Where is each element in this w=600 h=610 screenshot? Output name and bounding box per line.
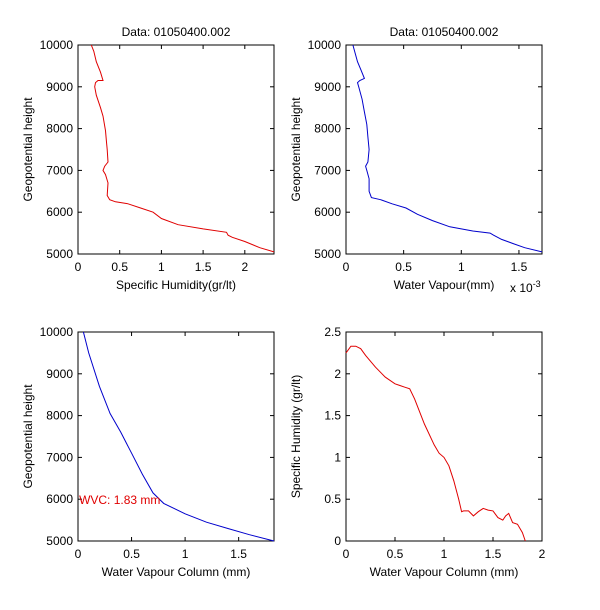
x-exponent-label: x 10-3 — [510, 279, 541, 295]
x-tick-label: 1 — [182, 547, 189, 561]
x-tick-label: 1 — [441, 547, 448, 561]
y-axis-label: Geopotential height — [21, 384, 35, 489]
x-axis-label: Water Vapour(mm) — [394, 278, 495, 292]
axes-frame — [77, 331, 275, 542]
y-axis-label: Geopotential height — [21, 97, 35, 202]
y-tick-label: 9000 — [46, 80, 73, 94]
series-line — [82, 331, 275, 542]
y-tick-label: 7000 — [46, 450, 73, 464]
x-tick-label: 1.5 — [195, 260, 212, 274]
subplot-3: 0 0.5 1 1.5 5000 6000 7000 8000 9000 10000 Water V… — [21, 325, 275, 579]
y-axis-label: Geopotential height — [289, 97, 303, 202]
y-tick-label: 5000 — [46, 247, 73, 261]
wvc-annotation: WVC: 1.83 mm — [79, 493, 160, 507]
x-tick-label: 0.5 — [123, 547, 140, 561]
y-tick-label: 0 — [334, 534, 341, 548]
x-tick-label: 0.5 — [387, 547, 404, 561]
y-tick-label: 1.5 — [324, 409, 341, 423]
y-tick-label: 8000 — [46, 409, 73, 423]
x-tick-label: 1.5 — [230, 547, 247, 561]
y-tick-label: 10000 — [308, 38, 342, 52]
x-tick-label: 2 — [241, 260, 248, 274]
axes-frame — [345, 44, 543, 255]
series-line — [90, 44, 275, 253]
y-tick-label: 9000 — [46, 367, 73, 381]
x-tick-label: 0.5 — [111, 260, 128, 274]
y-tick-label: 9000 — [314, 80, 341, 94]
y-tick-label: 2 — [334, 367, 341, 381]
y-tick-label: 5000 — [46, 534, 73, 548]
x-tick-label: 0 — [75, 547, 82, 561]
y-tick-label: 10000 — [40, 325, 74, 339]
x-tick-label: 0 — [343, 260, 350, 274]
x-tick-label: 1.5 — [485, 547, 502, 561]
y-tick-label: 0.5 — [324, 492, 341, 506]
x-axis-label: Water Vapour Column (mm) — [370, 565, 519, 579]
series-line — [345, 345, 526, 542]
x-tick-label: 1.5 — [511, 260, 528, 274]
subplot-4: 0 0.5 1 1.5 2 0 0.5 1 1.5 2 2.5 Water Vapour Column… — [289, 325, 546, 579]
chart-title: Data: 01050400.002 — [122, 25, 231, 39]
axes-frame — [345, 331, 543, 542]
x-tick-label: 0.5 — [395, 260, 412, 274]
x-tick-label: 0 — [343, 547, 350, 561]
y-tick-label: 7000 — [46, 163, 73, 177]
x-tick-label: 2 — [539, 547, 546, 561]
y-tick-label: 2.5 — [324, 325, 341, 339]
series-line — [352, 44, 543, 253]
axes-frame — [77, 44, 275, 255]
y-tick-label: 5000 — [314, 247, 341, 261]
y-tick-label: 1 — [334, 450, 341, 464]
y-tick-label: 7000 — [314, 163, 341, 177]
y-tick-label: 6000 — [46, 492, 73, 506]
y-tick-label: 8000 — [314, 122, 341, 136]
x-tick-label: 1 — [158, 260, 165, 274]
chart-title: Data: 01050400.002 — [390, 25, 499, 39]
x-axis-label: Specific Humidity(gr/lt) — [116, 278, 236, 292]
y-tick-label: 6000 — [314, 205, 341, 219]
y-tick-label: 6000 — [46, 205, 73, 219]
x-tick-label: 0 — [75, 260, 82, 274]
subplots: 0 0.5 1 1.5 25000600070008000900010000Data: … — [21, 25, 546, 579]
x-axis-label: Water Vapour Column (mm) — [102, 565, 251, 579]
subplot-2: 0 0.5 1 1.5 5000 6000 7000 8000 9000 10000 Data: 0… — [289, 25, 543, 295]
x-tick-label: 1 — [458, 260, 465, 274]
y-tick-label: 10000 — [40, 38, 74, 52]
y-tick-label: 8000 — [46, 122, 73, 136]
subplot-1: 0 0.5 1 1.5 2 5000 6000 7000 8000 9000 10000 Data: … — [21, 25, 275, 292]
y-axis-label: Specific Humidity (gr/lt) — [289, 375, 303, 498]
